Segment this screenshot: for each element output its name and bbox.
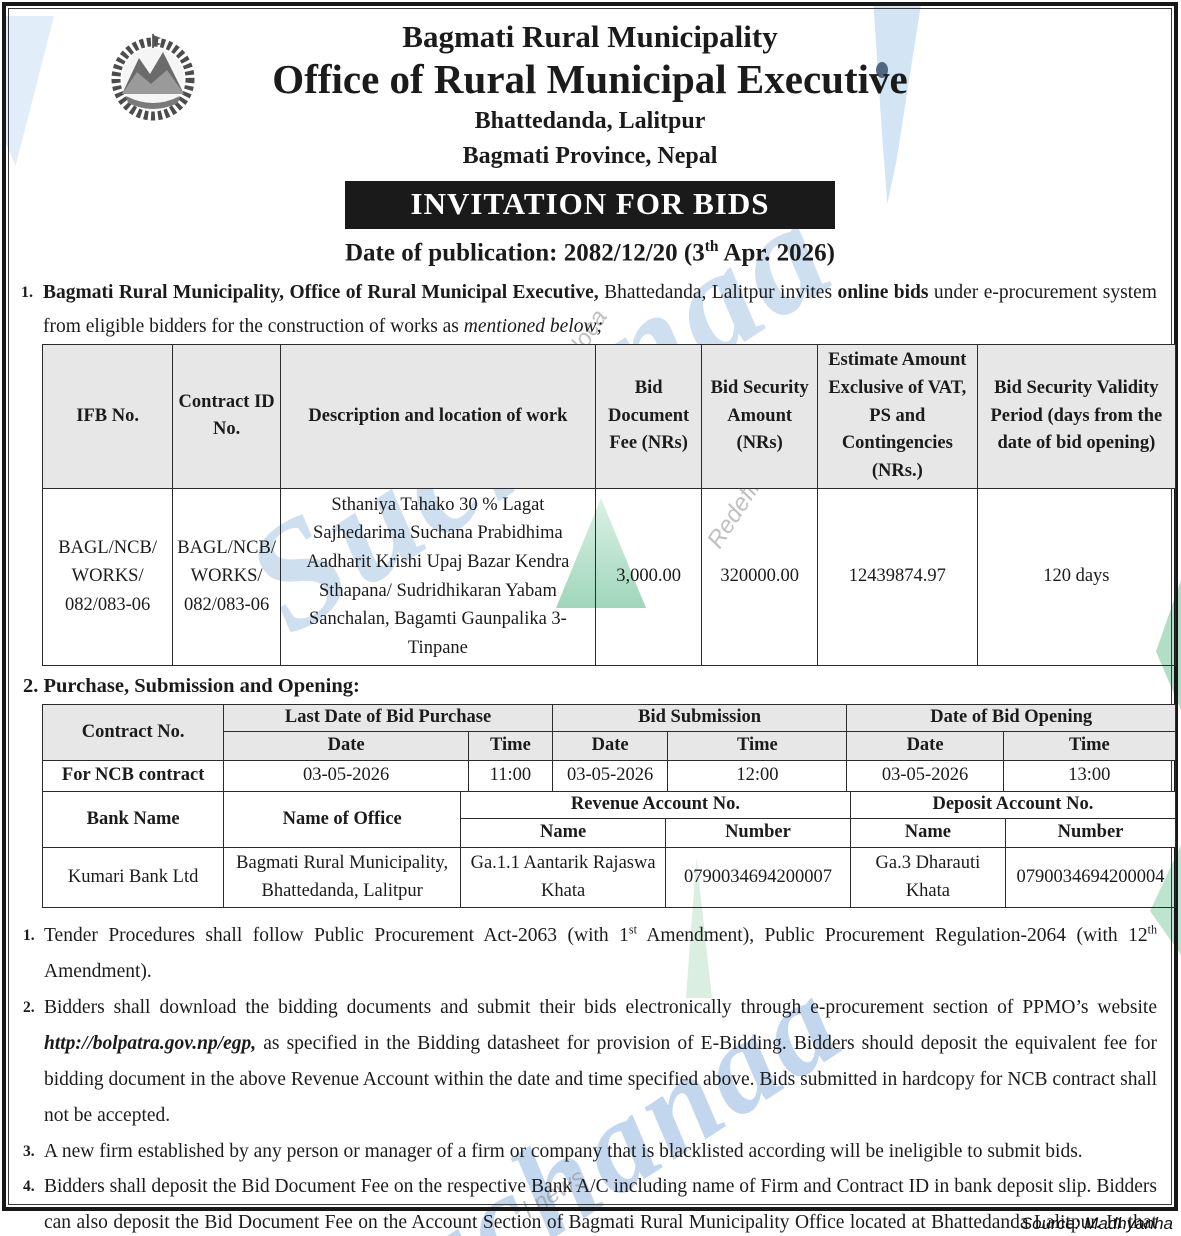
schedule-row-ncb: For NCB contract 03-05-2026 11:00 03-05-… (41, 759, 1177, 792)
publication-date: Date of publication: 2082/12/20 (3th Apr… (345, 238, 835, 267)
note-item-3: 3. A new firm established by any person … (21, 1134, 1159, 1170)
column-header-ifb-no: IFB No. (41, 344, 174, 489)
address-line: Bhattedanda, Lalitpur (474, 107, 706, 134)
note-item-1: 1. Tender Procedures shall follow Public… (21, 918, 1159, 990)
note-item-2: 2. Bidders shall download the bidding do… (21, 990, 1159, 1134)
column-header-estimate-amount: Estimate Amount Exclusive of VAT, PS and… (816, 344, 978, 489)
validity-period-cell: 120 days (976, 487, 1177, 666)
list-number: 1. (23, 927, 35, 945)
ifb-no-cell: BAGL/NCB/ WORKS/ 082/083-06 (41, 487, 174, 666)
estimate-amount-cell: 12439874.97 (816, 487, 978, 666)
column-header-validity-period: Bid Security Validity Period (days from … (976, 344, 1177, 489)
subheader-date: Date (846, 730, 1004, 761)
group-header-bid-purchase: Last Date of Bid Purchase (223, 703, 553, 732)
column-header-contract-no: Contract No. (41, 703, 225, 761)
subheader-time: Time (1002, 730, 1177, 761)
organization-name: Bagmati Rural Municipality (402, 19, 778, 54)
bid-document-fee-cell: 3,000.00 (594, 487, 703, 666)
subheader-date: Date (551, 730, 669, 761)
bank-name-cell: Kumari Bank Ltd (41, 846, 225, 909)
document-header: Bagmati Rural Municipality Office of Rur… (21, 17, 1159, 173)
column-header-description: Description and location of work (279, 344, 596, 489)
list-number: 1. (21, 283, 33, 301)
list-number: 3. (23, 1142, 35, 1160)
list-number: 2. (23, 999, 35, 1017)
submission-date-cell: 03-05-2026 (551, 759, 669, 792)
group-header-bid-submission: Bid Submission (551, 703, 848, 732)
deposit-account-name-cell: Ga.3 Dharauti Khata (849, 846, 1007, 909)
office-name-cell: Bagmati Rural Municipality, Bhattedanda,… (223, 846, 462, 909)
description-cell: Sthaniya Tahako 30 % Lagat Sajhedarima S… (279, 487, 596, 666)
deposit-account-number-cell: 0790034694200004 (1005, 846, 1176, 909)
column-header-name-of-office: Name of Office (223, 790, 462, 848)
bid-details-table: IFB No. Contract ID No. Description and … (41, 344, 1177, 666)
section2-heading: 2. Purchase, Submission and Opening: (23, 674, 360, 697)
purchase-date-cell: 03-05-2026 (223, 759, 469, 792)
opening-date-cell: 03-05-2026 (846, 759, 1004, 792)
group-header-bid-opening: Date of Bid Opening (846, 703, 1176, 732)
revenue-account-number-cell: 0790034694200007 (665, 846, 851, 909)
subheader-date: Date (223, 730, 469, 761)
purchase-time-cell: 11:00 (468, 759, 553, 792)
bolpatra-url-link[interactable]: http://bolpatra.gov.np/egp, (44, 1032, 257, 1054)
note-item-4: 4. Bidders shall deposit the Bid Documen… (21, 1169, 1159, 1236)
bid-security-amount-cell: 320000.00 (701, 487, 818, 666)
bid-table-row: BAGL/NCB/ WORKS/ 082/083-06 BAGL/NCB/ WO… (41, 487, 1177, 666)
bank-row: Kumari Bank Ltd Bagmati Rural Municipali… (41, 846, 1176, 909)
office-name: Office of Rural Municipal Executive (272, 55, 908, 102)
column-header-bid-document-fee: Bid Document Fee (NRs) (594, 344, 703, 489)
list-number: 4. (23, 1178, 35, 1196)
column-header-bank-name: Bank Name (41, 790, 225, 848)
nepal-coat-of-arms-icon (111, 34, 195, 121)
intro-paragraph: 1. Bagmati Rural Municipality, Office of… (21, 276, 1159, 344)
submission-time-cell: 12:00 (667, 759, 848, 792)
province-line: Bagmati Province, Nepal (462, 142, 718, 169)
ncb-contract-label: For NCB contract (41, 759, 225, 792)
column-header-contract-id: Contract ID No. (172, 344, 281, 489)
subheader-time: Time (667, 730, 848, 761)
invitation-for-bids-banner: INVITATION FOR BIDS (344, 181, 836, 230)
subheader-time: Time (468, 730, 553, 761)
subheader-number: Number (1005, 817, 1176, 848)
terms-and-conditions: 1. Tender Procedures shall follow Public… (21, 918, 1159, 1236)
contract-id-cell: BAGL/NCB/ WORKS/ 082/083-06 (172, 487, 281, 666)
opening-time-cell: 13:00 (1002, 759, 1177, 792)
subheader-name: Name (460, 817, 667, 848)
group-header-revenue-account: Revenue Account No. (460, 790, 851, 819)
column-header-bid-security-amount: Bid Security Amount (NRs) (701, 344, 818, 489)
subheader-name: Name (849, 817, 1007, 848)
schedule-table: Contract No. Last Date of Bid Purchase B… (41, 703, 1177, 792)
subheader-number: Number (665, 817, 851, 848)
bank-account-table: Bank Name Name of Office Revenue Account… (41, 790, 1177, 909)
source-attribution: Source: Madhyanha (1020, 1214, 1173, 1233)
group-header-deposit-account: Deposit Account No. (849, 790, 1177, 819)
revenue-account-name-cell: Ga.1.1 Aantarik Rajaswa Khata (460, 846, 667, 909)
